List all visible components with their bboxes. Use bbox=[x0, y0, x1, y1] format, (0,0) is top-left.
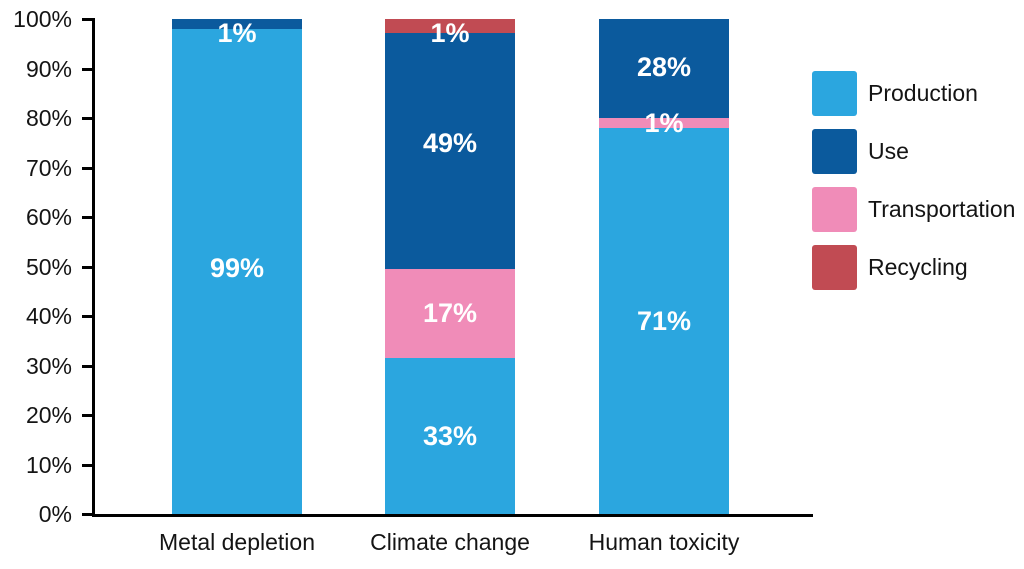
y-axis-tick bbox=[82, 364, 95, 368]
y-axis-tick-label: 80% bbox=[25, 105, 72, 131]
bar-human-toxicity: 71% 1% 28% bbox=[599, 19, 729, 514]
bar-metal-depletion: 99% 1% bbox=[172, 19, 302, 514]
x-axis-category-label: Human toxicity bbox=[588, 529, 740, 555]
bar-segment-recycling: 1% bbox=[385, 19, 515, 47]
bar-climate-change: 33% 17% 49% 1% bbox=[385, 19, 515, 514]
y-axis-tick bbox=[82, 414, 95, 417]
y-axis-tick-label: 50% bbox=[25, 253, 72, 280]
bar-segment-transportation: 1% bbox=[599, 109, 729, 137]
y-axis-tick bbox=[82, 216, 95, 219]
y-axis-tick-label: 70% bbox=[25, 154, 72, 181]
legend-item-label: Production bbox=[868, 80, 978, 106]
legend: Production Use Transportation Recycling bbox=[812, 71, 1015, 290]
y-axis-tick bbox=[82, 67, 95, 71]
y-axis-tick bbox=[82, 166, 95, 170]
y-axis-tick bbox=[82, 117, 95, 120]
bar-segment-label: 71% bbox=[636, 305, 692, 336]
bar-segment-production: 99% bbox=[172, 29, 302, 514]
legend-item-label: Recycling bbox=[868, 254, 968, 280]
y-axis-tick-label: 40% bbox=[25, 303, 72, 329]
y-axis-tick bbox=[82, 265, 95, 269]
legend-item-recycling: Recycling bbox=[812, 245, 1015, 290]
legend-item-label: Use bbox=[868, 138, 909, 164]
bar-segment-label: 49% bbox=[422, 127, 478, 158]
bar-segment-use: 1% bbox=[172, 19, 302, 47]
legend-item-production: Production bbox=[812, 71, 1015, 116]
legend-item-transportation: Transportation bbox=[812, 187, 1015, 232]
y-axis-tick-label: 10% bbox=[25, 451, 72, 478]
y-axis-tick-label: 90% bbox=[25, 55, 72, 82]
legend-swatch-transportation bbox=[812, 187, 857, 232]
y-axis-tick bbox=[82, 513, 95, 516]
legend-swatch-production bbox=[812, 71, 857, 116]
bar-segment-label: 28% bbox=[636, 51, 692, 82]
bar-segment-label: 1% bbox=[217, 18, 257, 49]
legend-item-use: Use bbox=[812, 129, 1015, 174]
bar-segment-label: 1% bbox=[644, 107, 684, 138]
bar-segment-label: 17% bbox=[422, 298, 478, 329]
bar-segment-label: 33% bbox=[422, 420, 478, 451]
x-axis-category-label: Metal depletion bbox=[159, 529, 315, 555]
legend-swatch-recycling bbox=[812, 245, 857, 290]
y-axis-tick bbox=[82, 315, 95, 318]
y-axis-tick-label: 20% bbox=[25, 402, 72, 428]
legend-swatch-use bbox=[812, 129, 857, 174]
bar-segment-use: 28% bbox=[599, 19, 729, 119]
y-axis-tick bbox=[82, 18, 95, 21]
bar-segment-label: 99% bbox=[209, 252, 265, 283]
y-axis-tick-label: 100% bbox=[13, 6, 72, 32]
x-axis-category-label: Climate change bbox=[370, 529, 530, 555]
x-axis-line bbox=[92, 514, 813, 517]
bar-segment-use: 49% bbox=[385, 33, 515, 269]
bar-segment-label: 1% bbox=[430, 18, 470, 49]
y-axis-tick-label: 60% bbox=[25, 204, 72, 230]
bar-segment-production: 71% bbox=[599, 127, 729, 514]
y-axis-tick bbox=[82, 463, 95, 467]
legend-item-label: Transportation bbox=[868, 196, 1016, 222]
y-axis-tick-label: 30% bbox=[25, 352, 72, 379]
bar-segment-transportation: 17% bbox=[385, 268, 515, 358]
bar-segment-production: 33% bbox=[385, 357, 515, 514]
y-axis-tick-label: 0% bbox=[38, 501, 72, 527]
